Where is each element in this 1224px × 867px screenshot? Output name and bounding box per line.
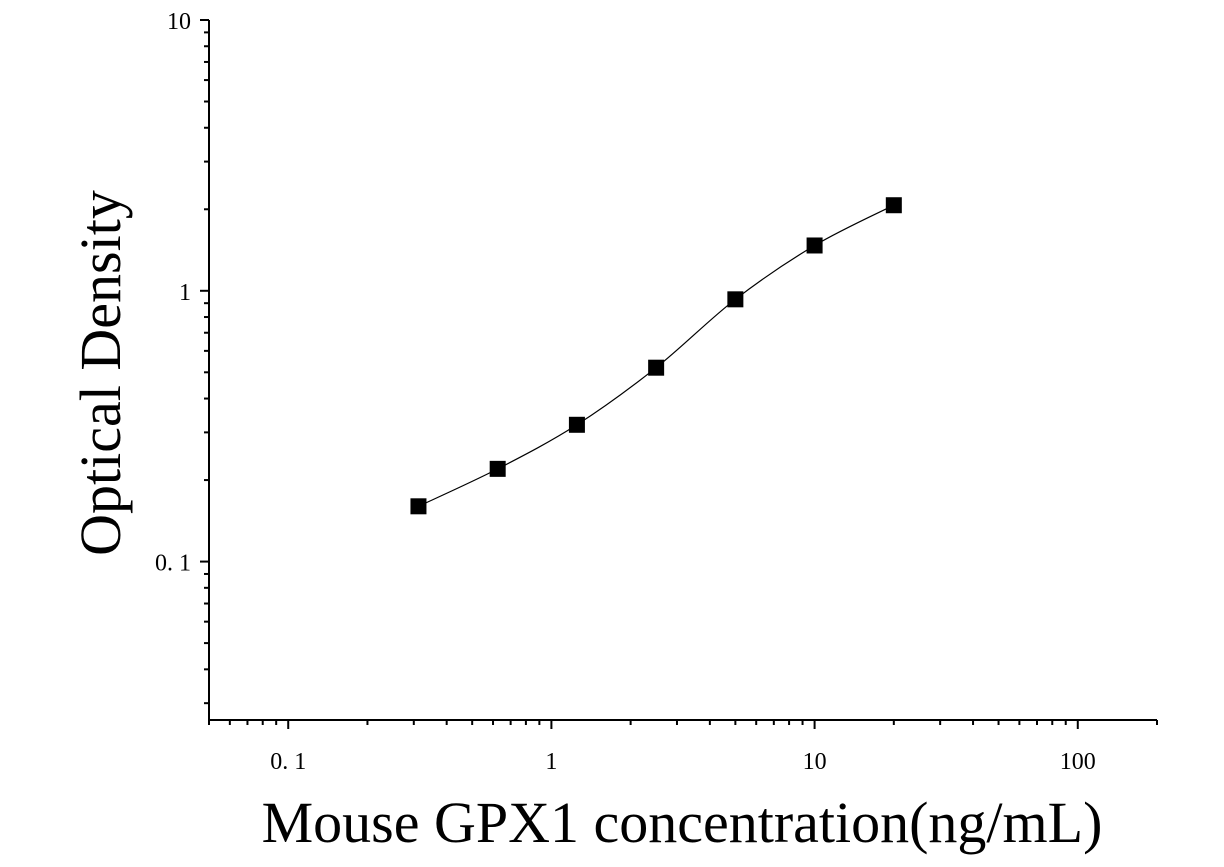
y-tick-label: 10 (167, 9, 191, 35)
data-points (410, 197, 902, 515)
y-axis-ticks (200, 19, 209, 705)
x-tick-label: 100 (1060, 749, 1096, 775)
data-point (489, 460, 506, 477)
y-axis-title: Optical Density (68, 190, 133, 556)
x-axis-title: Mouse GPX1 concentration(ng/mL) (262, 790, 1103, 855)
data-point (806, 237, 823, 254)
data-point (648, 359, 665, 376)
x-tick-label: 10 (803, 749, 827, 775)
x-axis-tick-labels: 0. 1 1 10 100 (270, 749, 1096, 775)
data-point (727, 291, 744, 308)
x-tick-label: 0. 1 (270, 749, 306, 775)
data-point (410, 498, 427, 515)
data-point (885, 197, 902, 214)
axes (208, 20, 1157, 721)
x-tick-label: 1 (545, 749, 557, 775)
data-point (568, 416, 585, 433)
y-tick-label: 1 (179, 280, 191, 306)
y-tick-label: 0. 1 (155, 551, 191, 577)
y-axis-tick-labels: 0. 1 1 10 (155, 9, 191, 577)
x-axis-ticks (208, 720, 1158, 729)
